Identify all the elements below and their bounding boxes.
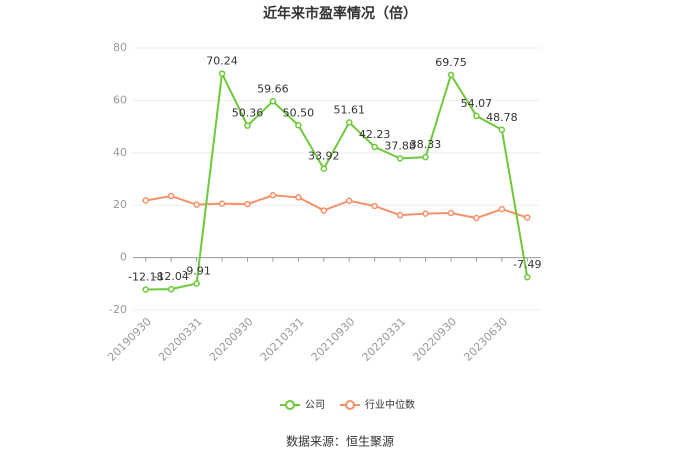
- point: [447, 209, 455, 217]
- y-tick-label: 80: [113, 41, 127, 54]
- point: [422, 210, 429, 217]
- data-label: 70.24: [206, 55, 238, 68]
- data-label: -12.04: [153, 270, 188, 283]
- data-label: 51.61: [333, 103, 365, 116]
- x-tick-label: 20200331: [156, 315, 205, 364]
- point: [244, 200, 251, 208]
- point: [371, 143, 378, 151]
- x-tick-label: 20210331: [258, 315, 307, 364]
- point: [371, 202, 378, 210]
- data-label: -7.49: [513, 258, 541, 271]
- point: [269, 98, 277, 105]
- y-tick-label: 0: [120, 251, 127, 264]
- point: [142, 286, 149, 293]
- legend-marker: [345, 400, 355, 410]
- legend-label: 行业中位数: [365, 398, 415, 411]
- data-label: 54.07: [461, 97, 493, 110]
- series-line: [145, 194, 528, 220]
- data-label: -12.18: [128, 271, 163, 284]
- point: [244, 122, 251, 129]
- point: [447, 71, 455, 79]
- x-tick-label: 20220930: [410, 315, 459, 364]
- legend-label: 公司: [305, 400, 325, 411]
- point: [498, 126, 506, 134]
- point: [396, 211, 404, 219]
- point: [498, 205, 506, 213]
- point: [218, 200, 226, 207]
- point: [193, 201, 200, 208]
- data-label: 37.88: [384, 139, 416, 152]
- legend-marker: [285, 400, 295, 410]
- data-label: 69.75: [435, 56, 467, 69]
- point: [193, 280, 200, 287]
- data-label: 50.36: [232, 107, 264, 120]
- data-label: 38.33: [410, 138, 442, 151]
- point: [167, 285, 175, 293]
- y-tick-label: 40: [113, 146, 127, 159]
- x-tick-label: 20190930: [105, 315, 154, 364]
- y-tick-label: -20: [109, 303, 127, 316]
- x-tick-label: 20200930: [207, 315, 256, 364]
- x-tick-label: 20220331: [360, 315, 409, 364]
- point: [269, 191, 277, 199]
- point: [167, 192, 175, 200]
- data-label: -9.91: [182, 265, 210, 278]
- x-tick-label: 20230630: [461, 315, 510, 364]
- point: [345, 197, 353, 204]
- data-label: 59.66: [257, 82, 289, 95]
- point: [524, 214, 531, 221]
- point: [473, 214, 480, 222]
- point: [218, 70, 226, 77]
- point: [396, 155, 404, 162]
- point: [142, 197, 149, 204]
- point: [422, 153, 429, 161]
- point: [524, 273, 531, 281]
- point: [320, 207, 328, 214]
- y-tick-label: 60: [113, 93, 127, 106]
- data-label: 42.23: [359, 128, 391, 141]
- point: [320, 165, 328, 172]
- series-line: [145, 70, 529, 291]
- point: [473, 112, 480, 120]
- data-label: 50.50: [283, 106, 315, 119]
- point: [295, 122, 302, 129]
- data-label: 33.92: [308, 150, 340, 163]
- x-tick-label: 20210930: [309, 315, 358, 364]
- y-tick-label: 20: [113, 198, 127, 211]
- chart-title: 近年来市盈率情况（倍）: [263, 5, 417, 22]
- data-label: 48.78: [486, 111, 518, 124]
- source: 数据来源：恒生聚源: [286, 434, 394, 449]
- point: [295, 194, 302, 201]
- point: [345, 119, 353, 126]
